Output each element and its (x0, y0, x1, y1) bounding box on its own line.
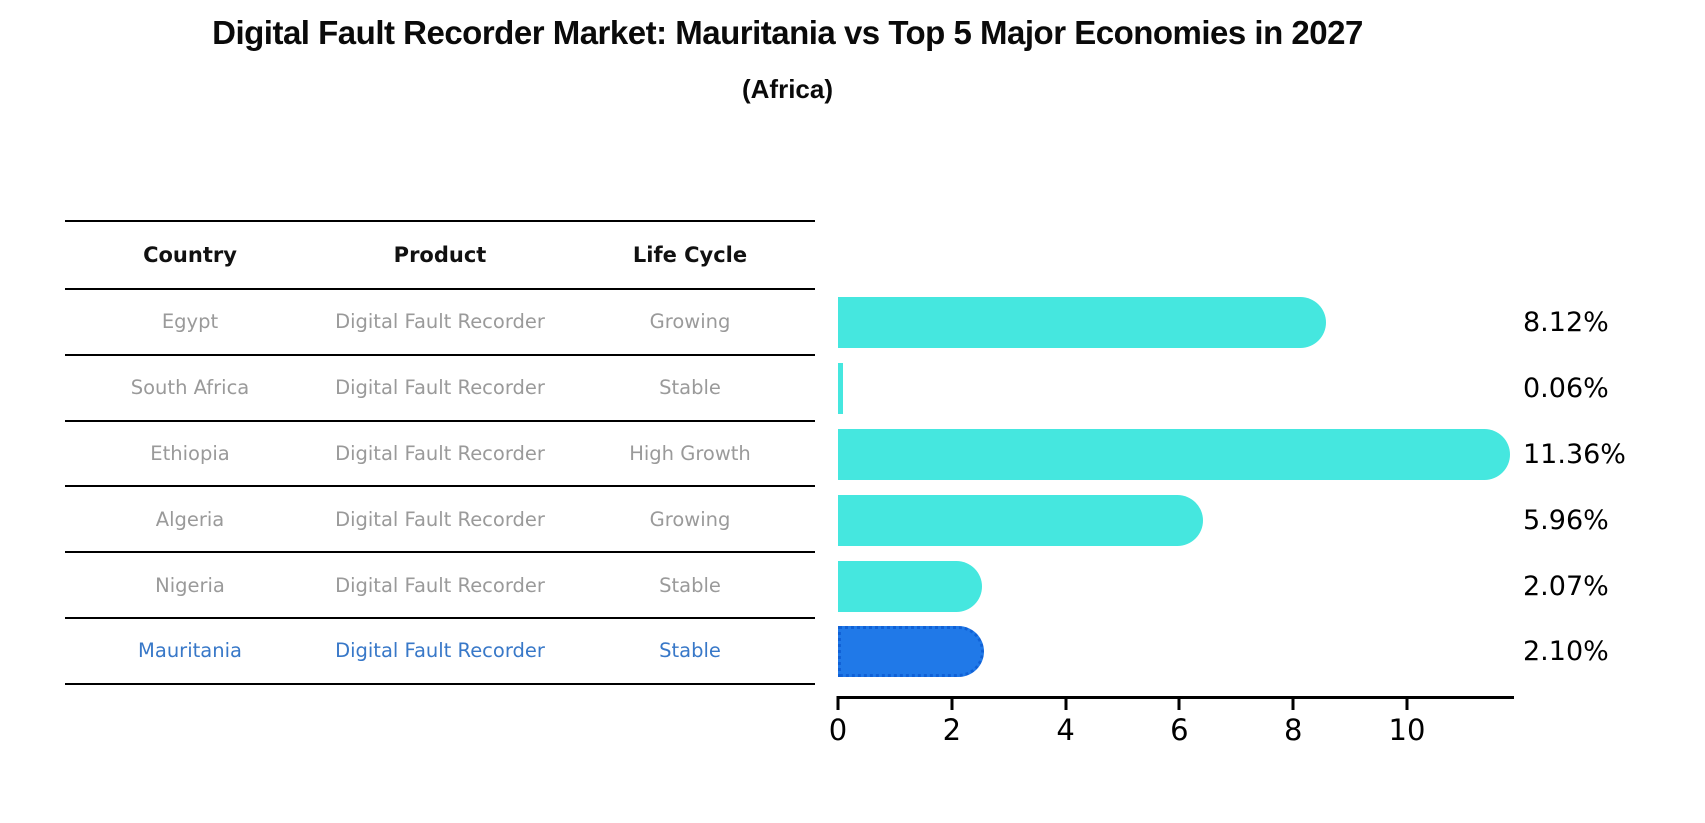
table-row-south-africa: South Africa Digital Fault Recorder Stable (65, 356, 815, 422)
comparison-table: Country Product Life Cycle Egypt Digital … (65, 220, 815, 685)
bar-algeria (838, 494, 1204, 546)
cell-product-algeria: Digital Fault Recorder (335, 507, 545, 531)
cell-life-cycle-nigeria: Stable (659, 573, 721, 597)
table-row-mauritania: Mauritania Digital Fault Recorder Stable (65, 619, 815, 685)
table-body: Egypt Digital Fault Recorder Growing South … (65, 290, 815, 685)
bar-row-nigeria (838, 553, 1514, 619)
table-header-row: Country Product Life Cycle (65, 222, 815, 290)
x-tick-mark-0 (836, 696, 840, 710)
cell-life-cycle-egypt: Growing (649, 310, 731, 334)
cell-life-cycle-ethiopia: High Growth (629, 441, 751, 465)
table-row-algeria: Algeria Digital Fault Recorder Growing (65, 487, 815, 554)
cell-life-cycle-south-africa: Stable (659, 376, 721, 400)
chart-subtitle: (Africa) (741, 74, 833, 104)
cell-product-nigeria: Digital Fault Recorder (335, 573, 545, 597)
cell-product-egypt: Digital Fault Recorder (335, 310, 545, 334)
bar-row-south-africa (838, 356, 1514, 422)
table-row-nigeria: Nigeria Digital Fault Recorder Stable (65, 553, 815, 619)
column-header-product: Product (393, 243, 487, 267)
bar-row-algeria (838, 487, 1514, 553)
x-tick-label-4: 4 (1056, 713, 1075, 747)
x-tick-mark-10 (1405, 696, 1409, 710)
cell-product-south-africa: Digital Fault Recorder (335, 376, 545, 400)
bar-chart-area (838, 290, 1514, 685)
bar-row-mauritania (838, 619, 1514, 685)
value-label-nigeria: 2.07% (1523, 570, 1609, 602)
value-label-ethiopia: 11.36% (1523, 438, 1626, 470)
value-label-algeria: 5.96% (1523, 504, 1609, 536)
value-label-egypt: 8.12% (1523, 307, 1609, 339)
bar-mauritania (838, 626, 984, 678)
x-tick-label-10: 10 (1388, 713, 1426, 747)
bar-row-egypt (838, 290, 1514, 356)
cell-country-algeria: Algeria (155, 507, 225, 531)
cell-life-cycle-mauritania: Stable (659, 639, 721, 663)
cell-life-cycle-algeria: Growing (649, 507, 731, 531)
bar-ethiopia (838, 428, 1511, 480)
table-row-egypt: Egypt Digital Fault Recorder Growing (65, 290, 815, 356)
x-tick-label-6: 6 (1170, 713, 1189, 747)
table-row-ethiopia: Ethiopia Digital Fault Recorder High Growt… (65, 422, 815, 488)
chart-title: Digital Fault Recorder Market: Mauritani… (212, 14, 1363, 51)
bar-nigeria (838, 560, 982, 612)
cell-country-egypt: Egypt (161, 310, 219, 334)
x-tick-mark-6 (1177, 696, 1181, 710)
x-tick-label-0: 0 (828, 713, 848, 747)
x-tick-mark-2 (950, 696, 954, 710)
bar-egypt (838, 297, 1326, 349)
x-tick-mark-8 (1291, 696, 1295, 710)
cell-country-south-africa: South Africa (130, 376, 250, 400)
x-tick-label-2: 2 (942, 713, 962, 747)
x-tick-mark-4 (1064, 696, 1068, 710)
cell-country-ethiopia: Ethiopia (150, 441, 230, 465)
x-tick-label-8: 8 (1283, 713, 1303, 747)
column-header-country: Country (143, 243, 237, 267)
bar-row-ethiopia (838, 422, 1514, 488)
bar-south-africa (838, 363, 844, 415)
cell-product-mauritania: Digital Fault Recorder (335, 639, 545, 663)
x-axis: 0 2 4 6 8 10 (829, 696, 1514, 747)
cell-country-nigeria: Nigeria (155, 573, 225, 597)
value-label-mauritania: 2.10% (1523, 636, 1609, 668)
cell-product-ethiopia: Digital Fault Recorder (335, 441, 545, 465)
column-header-lifecycle: Life Cycle (632, 243, 748, 267)
x-axis-line (838, 696, 1514, 699)
value-label-column: 8.12% 0.06% 11.36% 5.96% 2.07% 2.10% (1523, 290, 1703, 685)
cell-country-mauritania: Mauritania (138, 639, 242, 663)
value-label-south-africa: 0.06% (1523, 373, 1609, 405)
